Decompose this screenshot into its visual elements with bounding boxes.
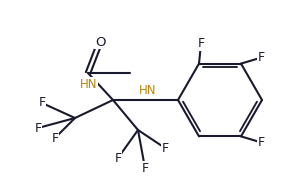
Text: F: F (51, 131, 59, 145)
Text: F: F (198, 37, 205, 50)
Text: HN: HN (139, 84, 156, 96)
Text: F: F (114, 152, 121, 164)
Text: F: F (141, 162, 148, 174)
Text: F: F (34, 122, 41, 135)
Text: O: O (95, 36, 105, 48)
Text: HN: HN (80, 78, 97, 91)
Text: F: F (39, 96, 46, 109)
Text: F: F (258, 51, 265, 64)
Text: F: F (161, 141, 168, 155)
Text: F: F (258, 136, 265, 149)
